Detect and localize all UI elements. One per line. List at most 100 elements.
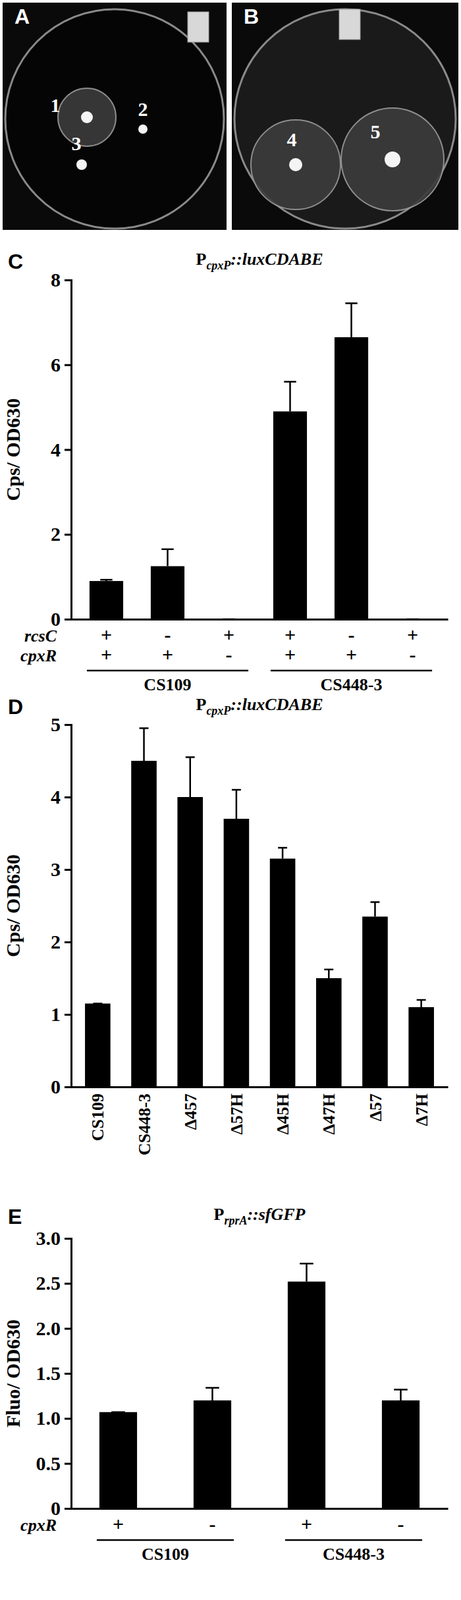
bar (99, 1411, 137, 1509)
panel-label: C (7, 249, 24, 274)
plot-area (99, 1263, 420, 1509)
tick-mark (64, 618, 72, 621)
bar (270, 858, 296, 1088)
error-cap (299, 1262, 314, 1265)
y-tick: 4 (50, 438, 72, 461)
tick-label: 8 (50, 268, 61, 291)
x-tick: CS448-3 (135, 1086, 155, 1156)
title-part: rprA (223, 1213, 247, 1227)
group-line (285, 1539, 423, 1542)
tick-label: 0.5 (36, 1452, 62, 1474)
colony-label: 5 (370, 120, 381, 143)
colony-label: 2 (138, 98, 149, 120)
y-tick: 3.0 (36, 1226, 72, 1249)
tick-label: CS109 (88, 1093, 108, 1141)
petri-dish (234, 9, 456, 229)
error-cap (277, 846, 288, 849)
x-tick: Δ57 (366, 1086, 386, 1121)
chart-title: PcpxP::luxCDABE (195, 249, 323, 272)
plate-panel: 123A (2, 2, 227, 230)
error-bar (393, 1389, 408, 1401)
tick-label: 2 (50, 930, 61, 953)
group-label: CS109 (141, 1544, 190, 1564)
group-line (96, 1539, 234, 1542)
chart-title: PrprA::sfGFP (214, 1204, 307, 1227)
y-axis-title: Fluo/ OD630 (1, 1319, 24, 1428)
panel-label: A (14, 4, 30, 29)
tick-label: 1.0 (36, 1406, 62, 1429)
y-axis: 02468 (50, 268, 72, 630)
error-cap (139, 727, 149, 730)
row-value: + (112, 1512, 124, 1535)
tick-label: Δ57H (227, 1093, 247, 1135)
tick-mark (64, 533, 72, 536)
error-stem (350, 302, 353, 338)
tick-label: Δ57 (366, 1093, 386, 1121)
filter-paper (339, 9, 361, 40)
bar (193, 1400, 232, 1509)
colony (138, 124, 148, 134)
colony-label: 3 (71, 132, 82, 155)
row-label: rcsC (24, 626, 58, 646)
title-part: cpxP (206, 258, 232, 272)
group-label: CS109 (143, 675, 191, 695)
error-stem (281, 847, 284, 859)
title-part: ::sfGFP (246, 1204, 306, 1224)
group-label: CS448-3 (320, 675, 383, 695)
y-tick: 6 (50, 353, 72, 376)
axis-line (71, 618, 449, 621)
row-value: - (348, 623, 355, 646)
tick-mark (64, 279, 72, 282)
row-value: + (284, 623, 296, 646)
bar (381, 1400, 420, 1509)
bar-chart: 02468rcsC+-++-+cpxR++-++-CS109CS448-3Pcp… (1, 249, 449, 695)
error-cap (283, 380, 296, 383)
x-tick: CS109 (88, 1086, 108, 1141)
x-tick: Δ45H (273, 1086, 293, 1135)
error-stem (189, 757, 191, 798)
tick-label: Δ457 (181, 1093, 201, 1130)
row-value: - (209, 1512, 217, 1535)
plot-area (84, 728, 434, 1088)
tick-label: 4 (50, 785, 61, 808)
y-axis-title: Cps/ OD630 (1, 854, 24, 957)
row-value: + (345, 643, 357, 666)
bar (89, 580, 124, 620)
tick-mark (64, 941, 72, 944)
error-cap (111, 1411, 126, 1414)
halo (341, 108, 444, 211)
error-bar (283, 381, 296, 412)
bar-chart: 00.51.01.52.02.53.0cpxR+-+-CS109CS448-3P… (1, 1204, 449, 1564)
axis-line (64, 1238, 72, 1509)
tick-label: 2 (50, 522, 61, 545)
plate-background (2, 2, 227, 230)
tick-label: CS448-3 (135, 1093, 155, 1156)
error-cap (92, 1002, 103, 1005)
tick-label: 2.0 (36, 1317, 62, 1339)
tick-mark (64, 1327, 72, 1330)
error-cap (100, 578, 112, 581)
y-tick: 8 (50, 268, 72, 291)
title-part: cpxP (206, 704, 232, 718)
error-bar (161, 549, 174, 567)
row-value: - (225, 643, 232, 666)
tick-label: 0 (50, 1075, 61, 1098)
row-label: cpxR (20, 1515, 57, 1535)
bar (223, 818, 250, 1087)
row-value: + (223, 623, 235, 646)
title-part: P (195, 694, 207, 714)
y-tick: 0 (50, 1075, 72, 1098)
error-bar (185, 757, 195, 798)
tick-mark (64, 1372, 72, 1375)
title-part: P (214, 1204, 225, 1224)
bar (362, 916, 388, 1088)
figure: 123A45B02468rcsC+-++-+cpxR++-++-CS109CS4… (0, 0, 461, 1600)
bar (84, 1003, 111, 1088)
error-bar (416, 999, 427, 1007)
plate-panel: 45B (231, 2, 459, 230)
row-value: + (100, 643, 112, 666)
error-stem (235, 789, 238, 819)
tick-mark (64, 364, 72, 367)
panel-label: E (7, 1204, 22, 1229)
tick-label: 3.0 (36, 1226, 62, 1249)
